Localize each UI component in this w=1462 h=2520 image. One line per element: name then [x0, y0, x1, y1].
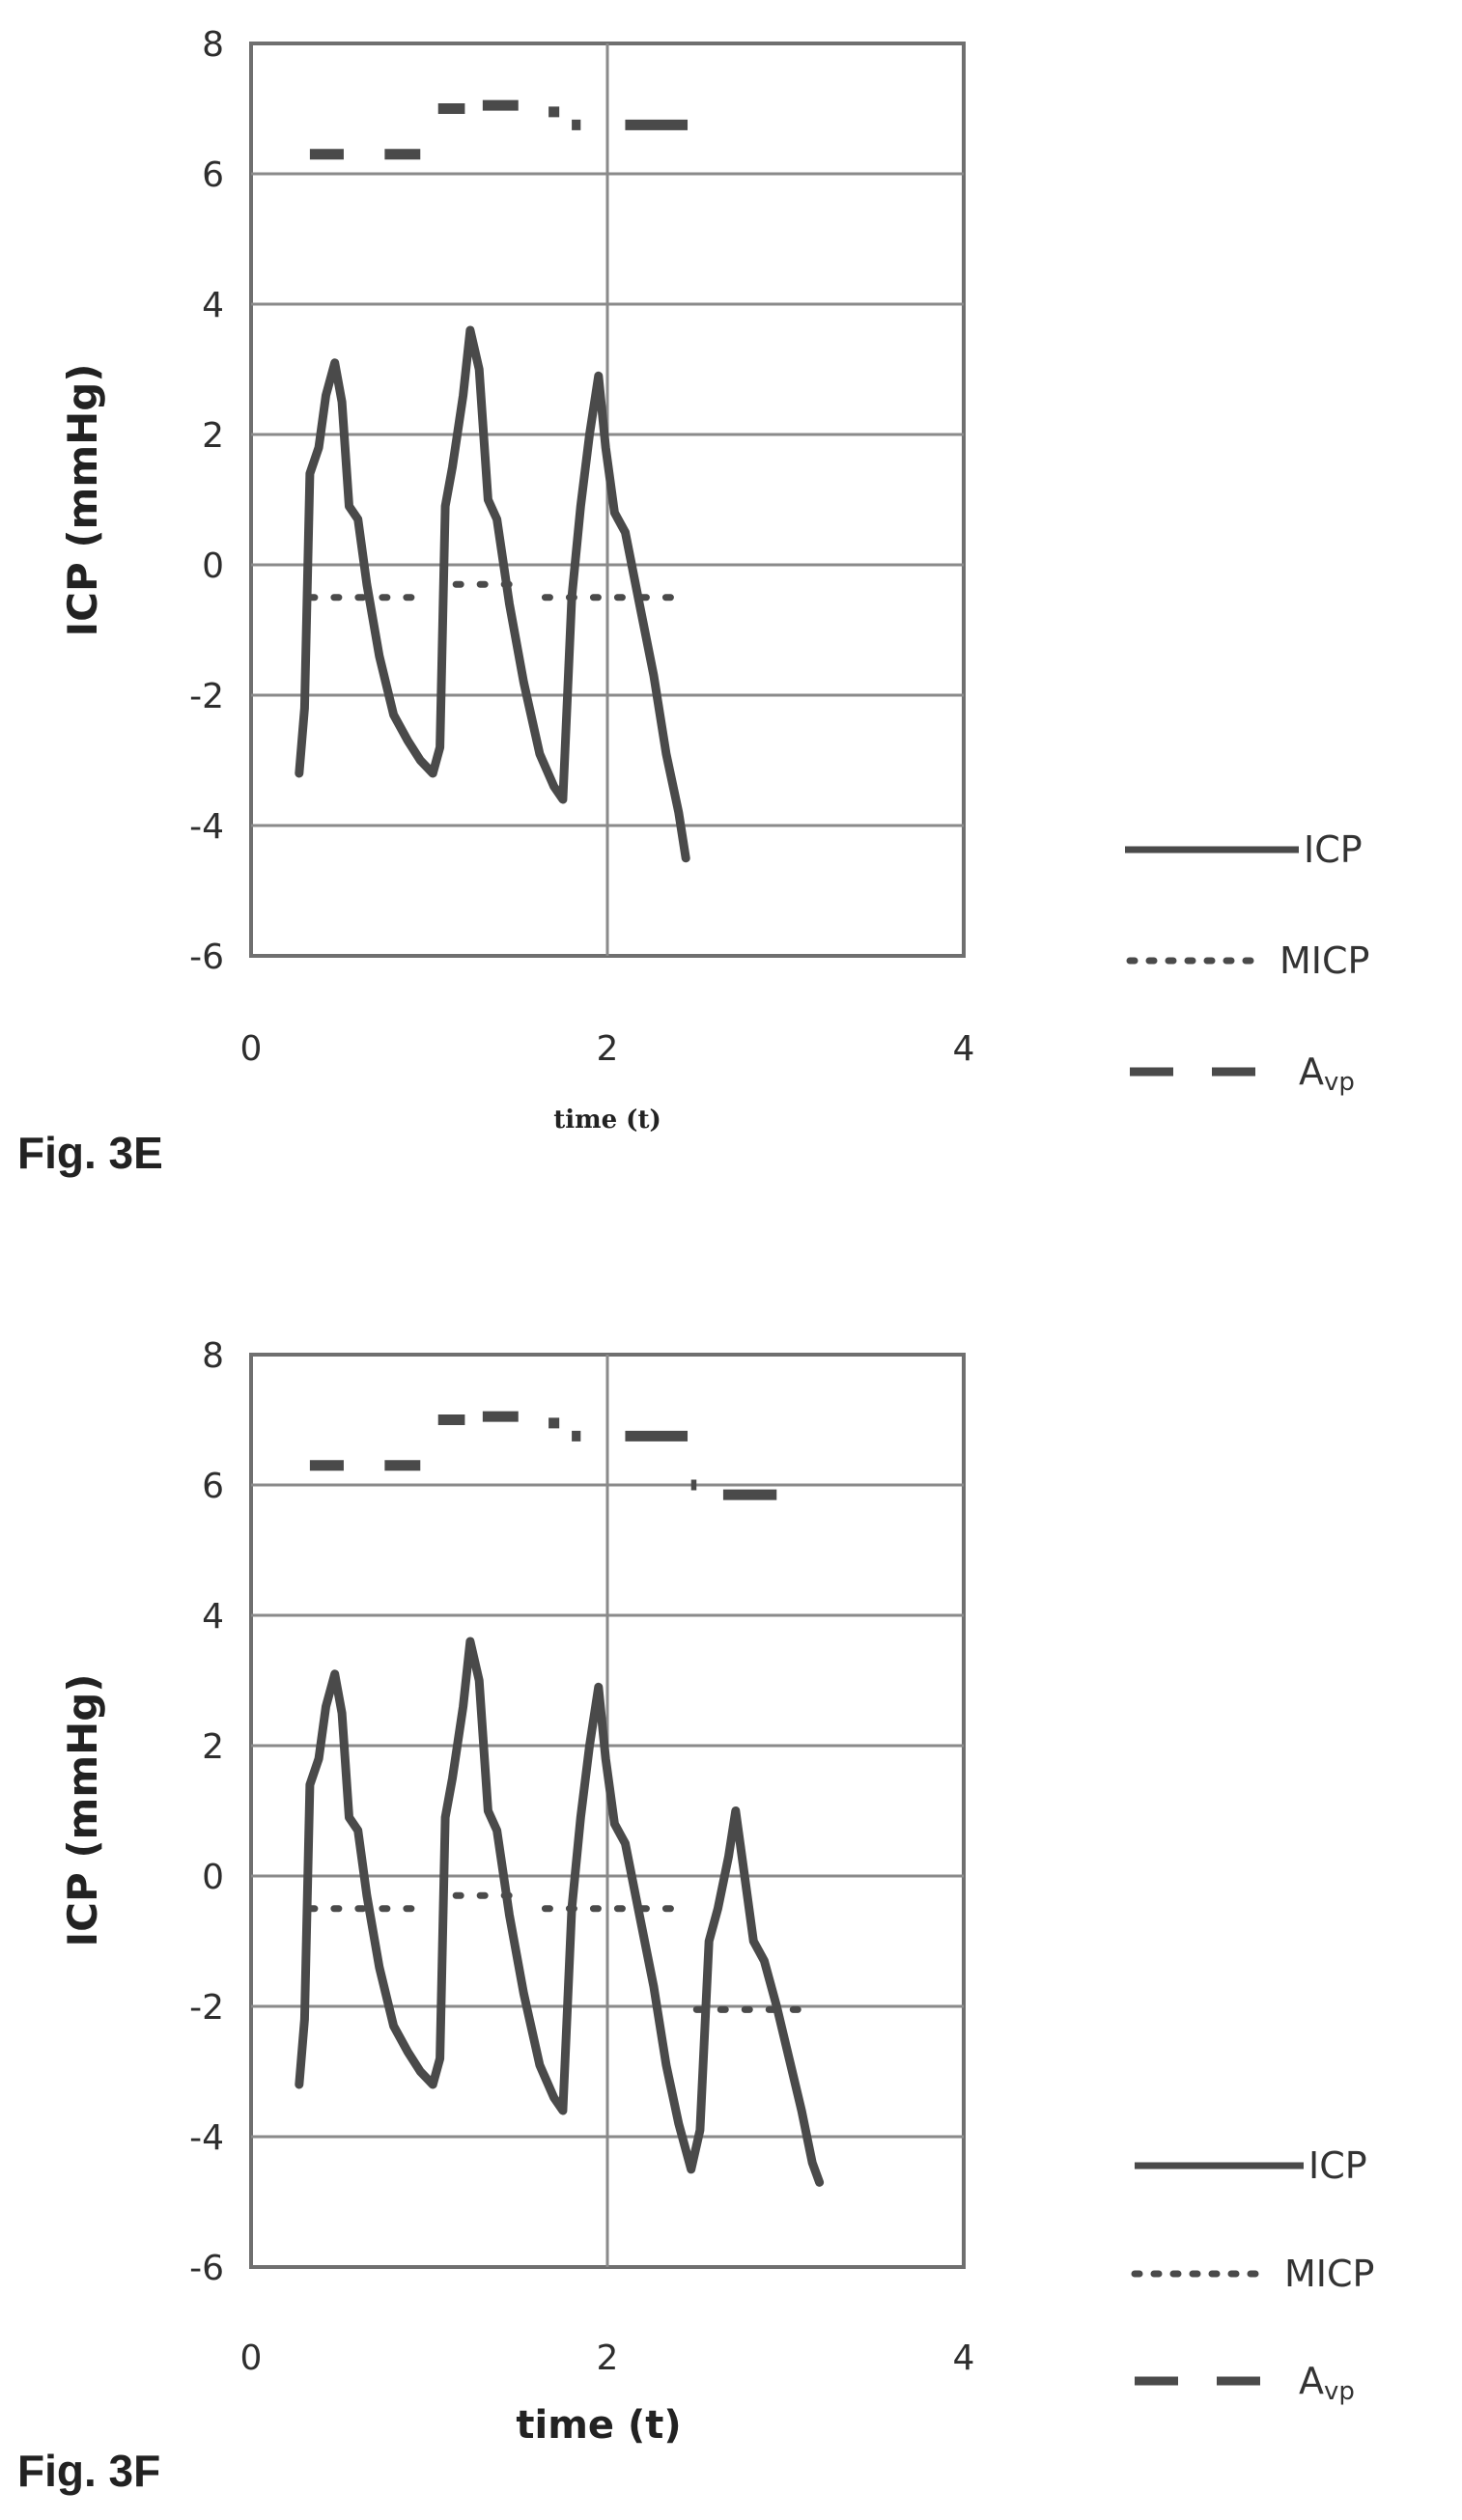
- x-axis-label: time (t): [553, 1106, 661, 1134]
- grid-lines: [251, 1355, 964, 2267]
- y-tick-label: -6: [189, 938, 224, 977]
- y-tick-labels: 8 6 4 2 0 -2 -4 -6: [189, 25, 224, 977]
- x-axis-label: time (t): [516, 2403, 681, 2448]
- y-tick-label: 6: [202, 155, 224, 195]
- legend-icp-label: ICP: [1304, 828, 1363, 871]
- y-tick-label: -2: [189, 1988, 224, 2028]
- series-group: [295, 1411, 825, 2187]
- x-tick-label: 2: [597, 2338, 619, 2378]
- chart-fig-3f: 8 6 4 2 0 -2 -4 -6 0 2 4 ICP (mmHg) time (t) Fig.…: [17, 1336, 974, 2496]
- y-tick-label: 2: [202, 416, 224, 456]
- y-tick-label: 2: [202, 1727, 224, 1767]
- y-tick-label: 4: [202, 1597, 224, 1637]
- y-tick-label: 0: [202, 546, 224, 586]
- legend-avp-subscript: vp: [1324, 1068, 1355, 1097]
- y-tick-label: -4: [189, 807, 224, 847]
- y-tick-label: 0: [202, 1858, 224, 1897]
- series-group: [295, 99, 691, 863]
- legend-micp-label: MICP: [1279, 939, 1369, 982]
- x-tick-label: 0: [240, 1029, 263, 1069]
- y-tick-label: -4: [189, 2118, 224, 2158]
- x-tick-labels: 0 2 4: [240, 2338, 975, 2378]
- y-tick-label: 4: [202, 286, 224, 325]
- legend-avp-label: Avp: [1299, 2360, 1355, 2406]
- legend-micp-label: MICP: [1284, 2253, 1374, 2295]
- y-axis-label: ICP (mmHg): [59, 1674, 106, 1947]
- series-icp-line: [295, 325, 690, 863]
- chart-fig-3e: 8 6 4 2 0 -2 -4 -6 0 2 4 ICP (mmHg) time (t) Fig.…: [17, 25, 974, 1178]
- x-tick-label: 4: [953, 2338, 975, 2378]
- legend-avp-letter: A: [1299, 1050, 1324, 1093]
- y-tick-label: -2: [189, 677, 224, 716]
- legend-fig-3f: ICP MICP Avp: [1131, 2144, 1374, 2406]
- figure-label: Fig. 3E: [17, 1128, 163, 1178]
- legend-icp-label: ICP: [1308, 2144, 1367, 2187]
- x-tick-labels: 0 2 4: [240, 1029, 975, 1069]
- y-tick-label: -6: [189, 2249, 224, 2288]
- figure-label: Fig. 3F: [17, 2446, 160, 2496]
- y-tick-label: 8: [202, 1336, 224, 1376]
- x-tick-label: 4: [953, 1029, 975, 1069]
- y-axis-label: ICP (mmHg): [59, 364, 106, 637]
- y-tick-label: 8: [202, 25, 224, 65]
- grid-lines: [251, 43, 964, 956]
- legend-avp-letter: A: [1299, 2360, 1324, 2402]
- legend-fig-3e: ICP MICP Avp: [1125, 828, 1369, 1097]
- legend-avp-label: Avp: [1299, 1050, 1355, 1097]
- y-tick-labels: 8 6 4 2 0 -2 -4 -6: [189, 1336, 224, 2288]
- x-tick-label: 2: [597, 1029, 619, 1069]
- x-tick-label: 0: [240, 2338, 263, 2378]
- y-tick-label: 6: [202, 1467, 224, 1506]
- legend-avp-subscript: vp: [1324, 2377, 1355, 2406]
- series-icp-line: [295, 1637, 825, 2187]
